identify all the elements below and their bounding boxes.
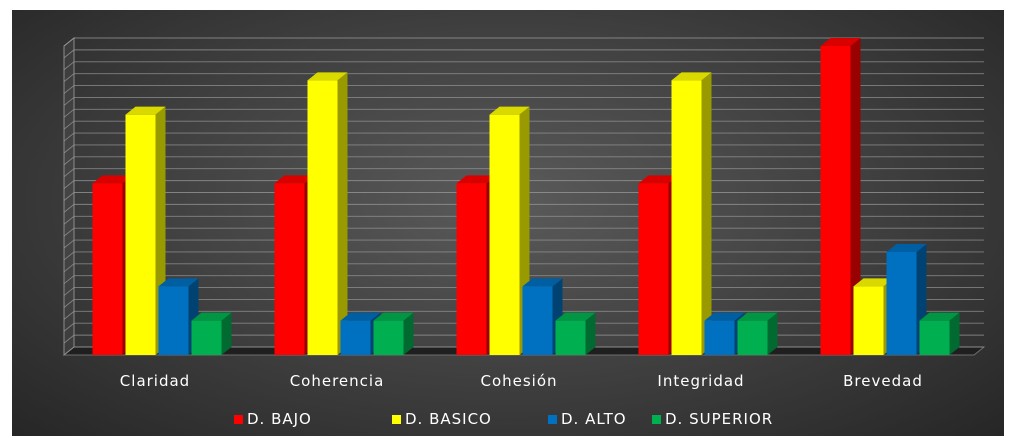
grid-line xyxy=(63,49,984,59)
category-labels: Claridad Coherencia Cohesión Integridad Brev… xyxy=(120,372,923,390)
legend-item: D. BASICO xyxy=(392,410,492,428)
category-label: Integridad xyxy=(657,372,744,390)
bar-5-4 xyxy=(919,312,960,355)
legend-swatch xyxy=(234,415,243,424)
legend-item: D. BAJO xyxy=(234,410,312,428)
bar-4-4 xyxy=(737,312,778,355)
chart-panel: Claridad Coherencia Cohesión Integridad Brev… xyxy=(12,10,1004,436)
bar-5-1 xyxy=(820,38,861,355)
legend-item: D. SUPERIOR xyxy=(652,410,773,428)
legend-swatch xyxy=(652,415,661,424)
legend: D. BAJO D. BASICO D. ALTO D. SUPERIOR xyxy=(234,410,773,428)
category-label: Coherencia xyxy=(290,372,385,390)
bar-1-4 xyxy=(191,312,232,355)
bar-2-4 xyxy=(373,312,414,355)
legend-swatch xyxy=(392,415,401,424)
legend-label: D. ALTO xyxy=(561,410,627,428)
bar-2-2 xyxy=(307,72,348,356)
legend-item: D. ALTO xyxy=(548,410,627,428)
bar-4-2 xyxy=(671,72,712,356)
bar-chart: Claridad Coherencia Cohesión Integridad Brev… xyxy=(62,36,986,428)
legend-label: D. BASICO xyxy=(405,410,492,428)
bar-1-2 xyxy=(125,106,166,356)
bar-3-4 xyxy=(555,312,596,355)
grid-line xyxy=(63,61,984,71)
category-label: Cohesión xyxy=(480,372,557,390)
bar-3-3 xyxy=(522,278,563,355)
grid-line xyxy=(63,37,984,47)
category-label: Claridad xyxy=(120,372,190,390)
bars xyxy=(92,38,960,356)
legend-label: D. SUPERIOR xyxy=(665,410,773,428)
legend-label: D. BAJO xyxy=(247,410,312,428)
category-label: Brevedad xyxy=(843,372,923,390)
legend-swatch xyxy=(548,415,557,424)
